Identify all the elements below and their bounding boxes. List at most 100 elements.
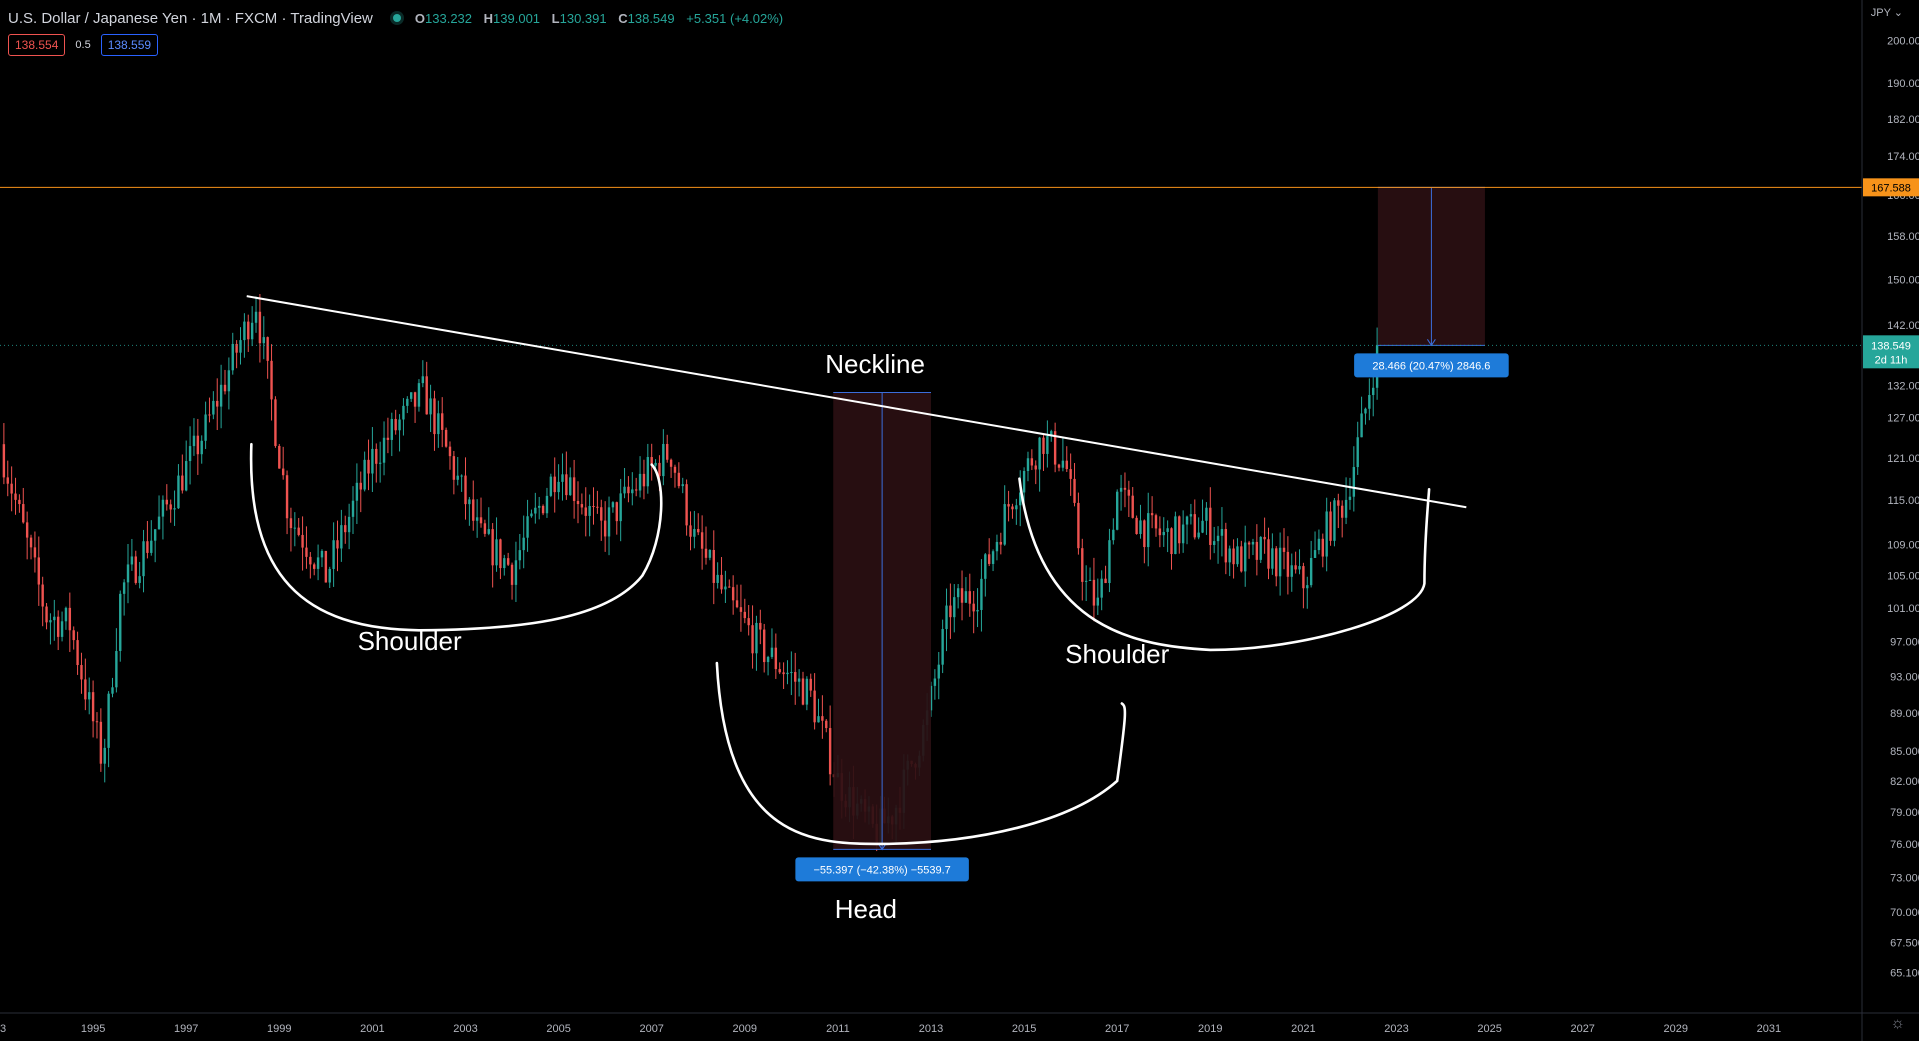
candle-body <box>1340 505 1344 518</box>
candle-body <box>766 656 770 663</box>
candle-body <box>262 337 265 344</box>
candle-body <box>1337 500 1340 506</box>
candle-body <box>119 593 122 652</box>
candle-body <box>945 605 948 630</box>
candle-body <box>1073 478 1076 503</box>
candle-body <box>1092 579 1096 606</box>
candle-body <box>813 690 816 723</box>
candle-body <box>825 720 828 729</box>
candle-body <box>522 537 525 551</box>
time-tick-label: 2001 <box>360 1023 384 1035</box>
candle-body <box>1216 535 1220 542</box>
candle-body <box>378 462 382 464</box>
trade-buttons: 138.554 0.5 138.559 <box>8 34 159 56</box>
measure-label: −55.397 (−42.38%) −5539.7 <box>813 864 950 876</box>
candle-body <box>386 437 390 440</box>
candle-body <box>991 551 995 564</box>
candle-body <box>289 518 293 529</box>
candle-body <box>359 482 362 490</box>
candle-body <box>747 618 750 626</box>
candle-body <box>49 620 52 623</box>
price-tick-label: 89.000 <box>1890 708 1919 720</box>
candle-body <box>76 640 79 666</box>
candle-body <box>130 556 134 565</box>
candle-body <box>1356 437 1359 468</box>
candle-body <box>250 322 254 340</box>
candle-body <box>514 560 518 585</box>
time-tick-label: 1999 <box>267 1023 291 1035</box>
candle-body <box>700 532 704 549</box>
candle-body <box>1127 489 1131 496</box>
candle-body <box>111 687 114 694</box>
candle-body <box>794 672 797 682</box>
candle-body <box>506 558 510 565</box>
candle-body <box>1201 520 1204 533</box>
candle-body <box>1309 557 1313 586</box>
candle-body <box>968 591 971 604</box>
candle-body <box>972 603 975 612</box>
candle-body <box>223 384 227 392</box>
time-tick-label: 2027 <box>1570 1023 1594 1035</box>
annotation-neckline: Neckline <box>825 349 925 379</box>
annotation-shoulder: Shoulder <box>1065 639 1169 669</box>
candle-body <box>999 541 1003 545</box>
candle-body <box>316 557 320 569</box>
currency-selector[interactable]: JPY ⌄ <box>1870 7 1903 19</box>
candle-body <box>33 547 37 558</box>
candle-body <box>398 419 401 431</box>
candle-body <box>1263 536 1266 540</box>
candle-body <box>1286 551 1290 577</box>
candle-body <box>526 516 529 538</box>
candle-body <box>394 418 397 431</box>
time-tick-label: 1997 <box>174 1023 198 1035</box>
candle-body <box>305 547 308 557</box>
candle-body <box>1178 516 1181 544</box>
candle-body <box>731 587 735 601</box>
countdown-label: 2d 11h <box>1875 354 1908 366</box>
candle-body <box>1108 540 1111 584</box>
candle-body <box>828 728 832 775</box>
candle-body <box>538 505 541 508</box>
candle-body <box>336 540 339 549</box>
candle-body <box>1181 524 1185 544</box>
candle-body <box>1003 504 1006 545</box>
candle-body <box>142 541 145 577</box>
candle-body <box>1174 516 1177 555</box>
time-tick-label: 1995 <box>81 1023 105 1035</box>
candle-body <box>677 472 681 487</box>
gear-icon[interactable]: ☼ <box>1890 1015 1905 1032</box>
measure-label: 28.466 (20.47%) 2846.6 <box>1372 360 1490 372</box>
candle-body <box>1271 548 1274 569</box>
candle-body <box>270 360 273 400</box>
candle-body <box>196 435 200 455</box>
candle-body <box>1240 546 1243 572</box>
buy-price-button[interactable]: 138.559 <box>100 34 159 56</box>
target-price-tag <box>1863 178 1919 197</box>
price-tick-label: 73.000 <box>1890 872 1919 884</box>
candle-body <box>1244 542 1247 572</box>
candle-body <box>115 651 118 688</box>
candle-body <box>553 476 556 493</box>
candle-body <box>693 528 696 537</box>
candle-body <box>762 629 766 663</box>
sell-price-button[interactable]: 138.554 <box>8 34 66 56</box>
candle-body <box>103 747 106 764</box>
symbol-title[interactable]: U.S. Dollar / Japanese Yen · 1M · FXCM ·… <box>8 9 373 27</box>
candle-body <box>809 678 812 691</box>
time-tick-label: 2007 <box>639 1023 663 1035</box>
candle-body <box>72 630 75 641</box>
candle-body <box>1096 597 1100 606</box>
candle-body <box>1034 465 1037 470</box>
candle-body <box>14 493 17 500</box>
candle-body <box>1364 408 1367 414</box>
candle-body <box>165 499 169 505</box>
candle-body <box>933 678 937 686</box>
candle-body <box>1228 548 1231 563</box>
candle-body <box>631 489 634 494</box>
candle-body <box>658 462 661 477</box>
price-tick-label: 82.000 <box>1890 776 1919 788</box>
candle-body <box>2 444 6 478</box>
candle-body <box>673 466 677 473</box>
